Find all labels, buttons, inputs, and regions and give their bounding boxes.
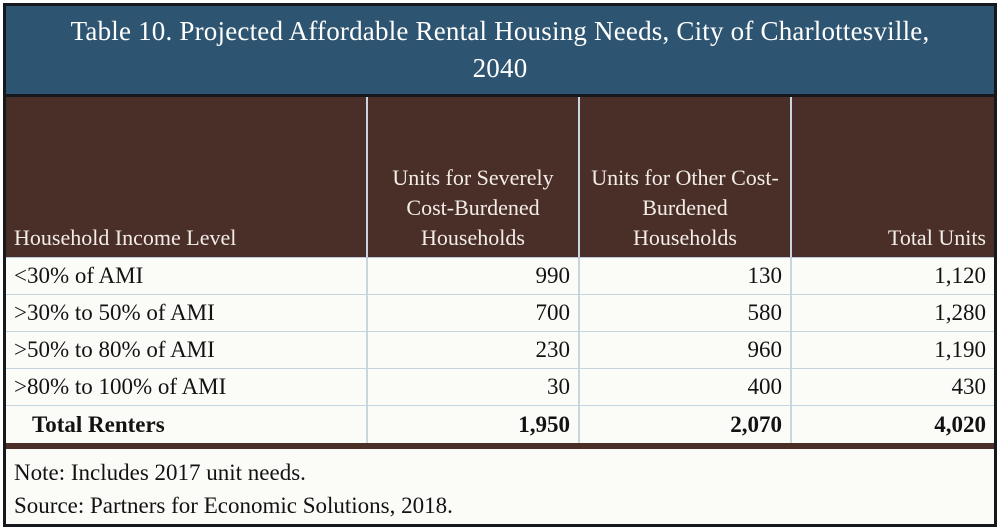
table-row: >80% to 100% of AMI 30 400 430 <box>6 369 994 406</box>
cell-income-level: >50% to 80% of AMI <box>6 332 368 368</box>
cell-total-severely-cost-burdened: 1,950 <box>368 406 580 443</box>
cell-other-cost-burdened: 960 <box>580 332 792 368</box>
cell-total-units: 1,120 <box>934 263 986 288</box>
source-line: Source: Partners for Economic Solutions,… <box>14 493 453 518</box>
cell-income-level: >30% to 50% of AMI <box>6 295 368 331</box>
note-line: Note: Includes 2017 unit needs. <box>14 460 306 485</box>
column-header-severely-cost-burdened-label: Units for Severely Cost-Burdened Househo… <box>392 165 554 250</box>
cell-severely-cost-burdened: 700 <box>368 295 580 331</box>
table-container: Table 10. Projected Affordable Rental Ho… <box>3 3 997 527</box>
table-total-row: Total Renters 1,950 2,070 4,020 <box>6 406 994 443</box>
table-row: >30% to 50% of AMI 700 580 1,280 <box>6 295 994 332</box>
column-header-total-units-label: Total Units <box>887 225 986 250</box>
table-title-bar: Table 10. Projected Affordable Rental Ho… <box>6 6 994 97</box>
cell-severely-cost-burdened: 30 <box>368 369 580 405</box>
cell-other-cost-burdened: 130 <box>580 258 792 294</box>
column-header-income-level-label: Household Income Level <box>14 225 237 250</box>
cell-income-level: >80% to 100% of AMI <box>6 369 368 405</box>
cell-total-total-units: 4,020 <box>934 411 986 437</box>
table-notes: Note: Includes 2017 unit needs. Source: … <box>6 449 994 524</box>
cell-total-other-cost-burdened: 2,070 <box>580 406 792 443</box>
page-title: Table 10. Projected Affordable Rental Ho… <box>70 16 930 83</box>
column-header-other-cost-burdened: Units for Other Cost-Burdened Households <box>580 97 792 257</box>
cell-income-level: <30% of AMI <box>6 258 368 294</box>
column-header-total-units: Total Units <box>792 97 994 257</box>
cell-total-units: 430 <box>951 374 987 399</box>
cell-other-cost-burdened: 400 <box>580 369 792 405</box>
table-header-row: Household Income Level Units for Severel… <box>6 97 994 258</box>
cell-total-label: Total Renters <box>6 406 368 443</box>
cell-total-units: 1,190 <box>934 337 986 362</box>
cell-severely-cost-burdened: 990 <box>368 258 580 294</box>
column-header-severely-cost-burdened: Units for Severely Cost-Burdened Househo… <box>368 97 580 257</box>
column-header-other-cost-burdened-label: Units for Other Cost-Burdened Households <box>591 165 779 250</box>
table-row: <30% of AMI 990 130 1,120 <box>6 258 994 295</box>
cell-other-cost-burdened: 580 <box>580 295 792 331</box>
cell-severely-cost-burdened: 230 <box>368 332 580 368</box>
table-footer-divider <box>6 443 994 449</box>
column-header-income-level: Household Income Level <box>6 97 368 257</box>
table-row: >50% to 80% of AMI 230 960 1,190 <box>6 332 994 369</box>
table-body: <30% of AMI 990 130 1,120 >30% to 50% of… <box>6 258 994 443</box>
cell-total-units: 1,280 <box>934 300 986 325</box>
